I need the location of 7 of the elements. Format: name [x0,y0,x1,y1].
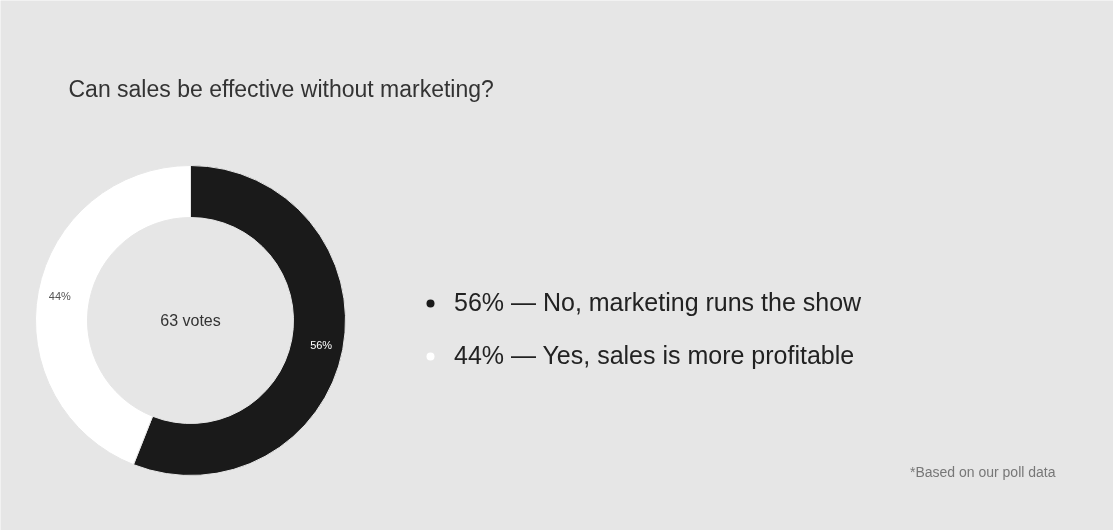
data-label: 56% [310,339,333,352]
legend-label: 56% — No, marketing runs the show [454,288,862,317]
data-label: 44% [48,289,72,302]
text: *Based on our poll data [909,463,1056,480]
chart-title: Can sales be effective without marketing? [68,75,494,102]
text: 63 votes [160,312,221,329]
legend-label: 44% — Yes, sales is more profitable [454,341,855,370]
